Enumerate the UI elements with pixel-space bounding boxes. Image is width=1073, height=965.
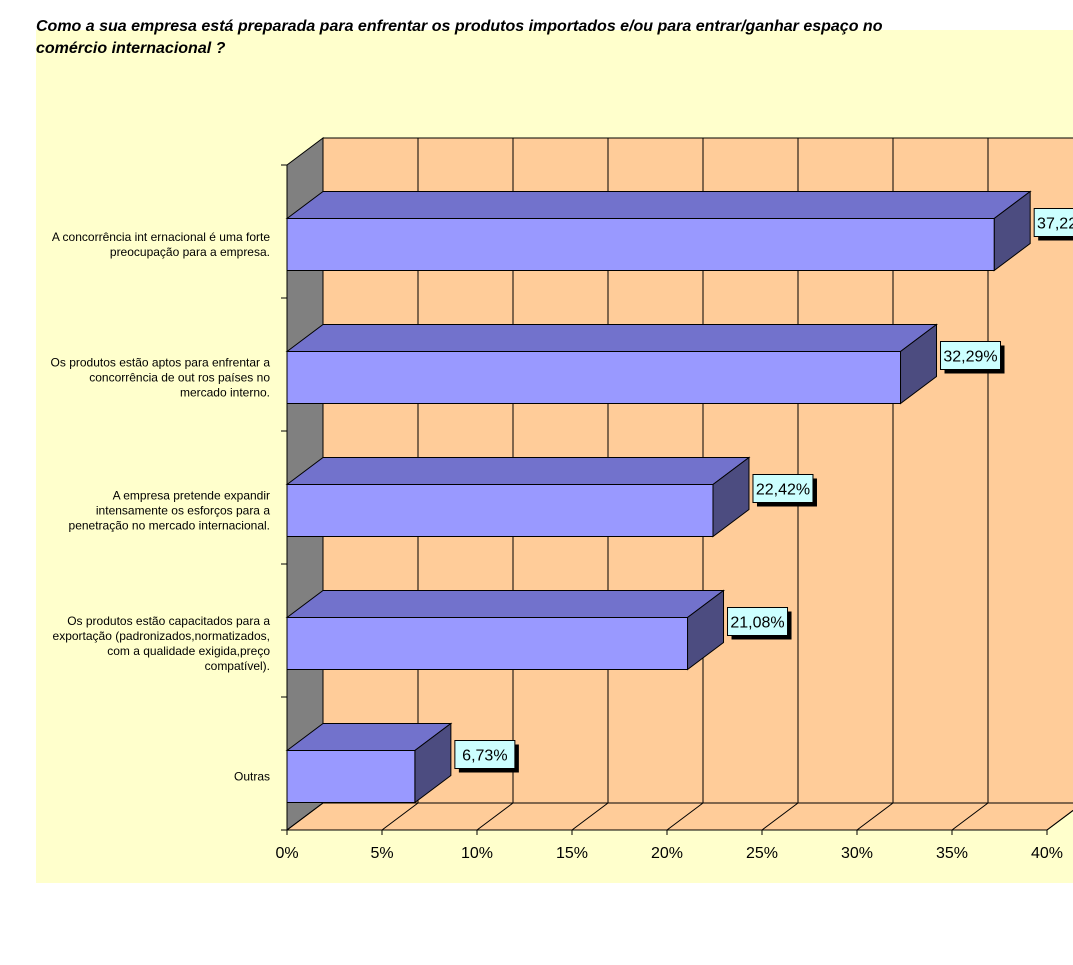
x-tick-label: 0% bbox=[275, 845, 298, 862]
x-tick-label: 20% bbox=[651, 845, 683, 862]
data-label: 22,42% bbox=[756, 482, 810, 499]
category-label: A empresa pretende expandir intensamente … bbox=[69, 489, 271, 533]
floor-gridline bbox=[476, 802, 514, 831]
x-tick-label: 5% bbox=[370, 845, 393, 862]
data-label: 21,08% bbox=[730, 615, 784, 632]
floor-gridline bbox=[666, 802, 704, 831]
category-label: Os produtos estão capacitados para a expo… bbox=[53, 614, 271, 673]
x-tick-label: 35% bbox=[936, 845, 968, 862]
data-label: 37,22% bbox=[1037, 216, 1073, 233]
data-label-box bbox=[1033, 208, 1073, 237]
floor-gridline bbox=[951, 802, 989, 831]
data-label: 6,73% bbox=[462, 748, 507, 765]
floor-gridline bbox=[571, 802, 609, 831]
floor-gridline bbox=[1046, 809, 1073, 831]
category-label: Os produtos estão aptos para enfrentar a… bbox=[51, 356, 271, 400]
bar bbox=[286, 351, 902, 404]
bar bbox=[286, 750, 416, 803]
bar-top bbox=[285, 191, 1032, 219]
bar-top bbox=[285, 324, 939, 352]
category-label: Outras bbox=[234, 770, 270, 784]
x-tick-label: 40% bbox=[1031, 845, 1063, 862]
category-label: A concorrência int ernacional é uma fort… bbox=[52, 230, 270, 259]
data-label-box bbox=[727, 607, 789, 636]
bar bbox=[286, 617, 689, 670]
bar-top bbox=[285, 590, 726, 618]
x-tick-label: 30% bbox=[841, 845, 873, 862]
floor-gridline bbox=[761, 802, 799, 831]
x-tick-label: 15% bbox=[556, 845, 588, 862]
data-label: 32,29% bbox=[943, 349, 997, 366]
floor-gridline bbox=[286, 802, 324, 831]
data-label-box bbox=[454, 740, 516, 769]
plot-floor bbox=[285, 802, 1073, 831]
bar bbox=[286, 218, 995, 271]
floor-gridline bbox=[381, 802, 419, 831]
data-label-box bbox=[940, 341, 1002, 370]
data-label-box bbox=[752, 474, 814, 503]
x-tick-label: 10% bbox=[461, 845, 493, 862]
bar bbox=[286, 484, 714, 537]
chart-title: Como a sua empresa está preparada para e… bbox=[36, 18, 883, 57]
bar-top bbox=[285, 457, 751, 485]
floor-gridline bbox=[856, 802, 894, 831]
x-tick-label: 25% bbox=[746, 845, 778, 862]
